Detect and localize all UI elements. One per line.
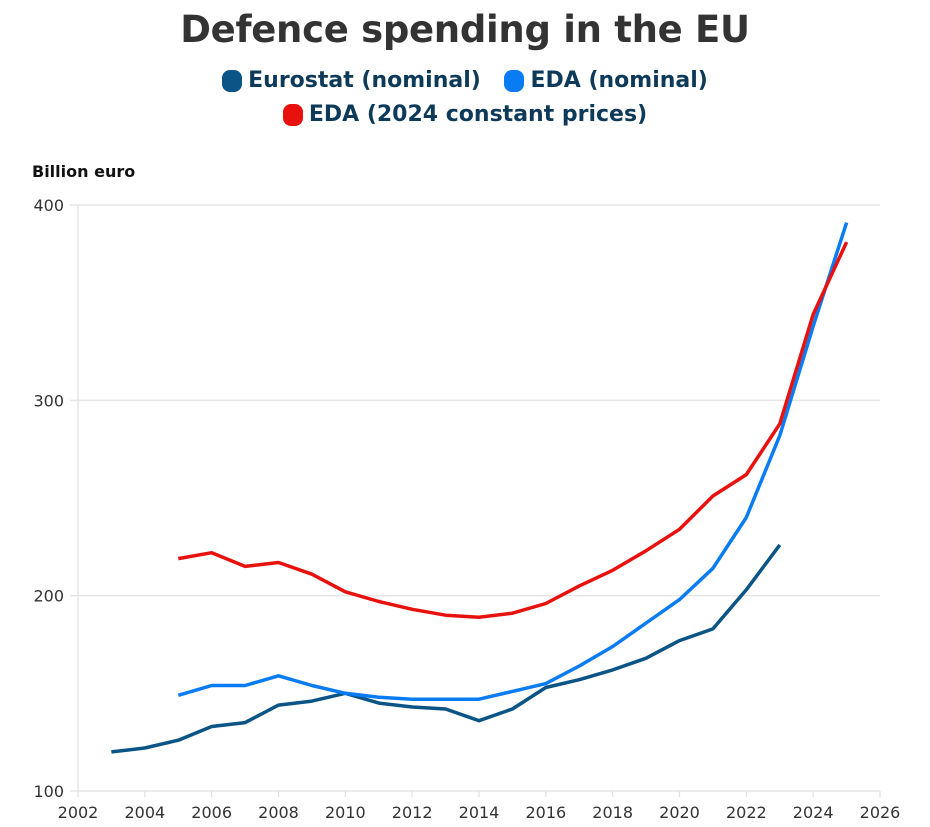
x-tick-label: 2022 bbox=[726, 803, 767, 822]
x-tick-label: 2012 bbox=[392, 803, 433, 822]
y-axis: 100 200 300 400 bbox=[33, 196, 64, 801]
x-tick-label: 2020 bbox=[659, 803, 700, 822]
series-line-eda-2024-constant-prices bbox=[177, 241, 849, 619]
x-tick-label: 2014 bbox=[459, 803, 500, 822]
y-tick-label: 200 bbox=[33, 587, 64, 606]
legend-item-eurostat-nominal[interactable]: Eurostat (nominal) bbox=[222, 68, 481, 93]
x-tick-label: 2006 bbox=[191, 803, 232, 822]
x-tick-label: 2008 bbox=[258, 803, 299, 822]
legend-swatch-eda-nominal bbox=[504, 69, 525, 92]
y-axis-label: Billion euro bbox=[32, 162, 136, 181]
y-tick-label: 300 bbox=[33, 391, 64, 410]
chart-title: Defence spending in the EU bbox=[180, 8, 750, 51]
legend-row-2: EDA (2024 constant prices) bbox=[0, 102, 930, 132]
series-line-eurostat-nominal bbox=[111, 543, 782, 754]
legend-label: EDA (2024 constant prices) bbox=[308, 102, 648, 127]
legend-swatch-eda-constant bbox=[282, 103, 303, 126]
legend-item-eda-nominal[interactable]: EDA (nominal) bbox=[504, 68, 708, 93]
series-lines bbox=[111, 222, 849, 754]
legend: Eurostat (nominal) EDA (nominal) bbox=[0, 68, 930, 98]
x-tick-label: 2024 bbox=[793, 803, 834, 822]
x-tick-label: 2018 bbox=[592, 803, 633, 822]
x-axis: 2002 2004 2006 2008 2010 2012 2014 2016 2018 2020… bbox=[58, 791, 901, 822]
x-tick-label: 2010 bbox=[325, 803, 366, 822]
x-tick-label: 2016 bbox=[525, 803, 566, 822]
y-tick-label: 100 bbox=[33, 782, 64, 801]
x-tick-label: 2026 bbox=[860, 803, 901, 822]
x-tick-label: 2004 bbox=[124, 803, 165, 822]
gridlines bbox=[70, 204, 880, 792]
y-tick-label: 400 bbox=[33, 196, 64, 215]
series-line-eda-nominal bbox=[177, 222, 849, 701]
legend-label: EDA (nominal) bbox=[530, 68, 708, 93]
legend-item-eda-constant[interactable]: EDA (2024 constant prices) bbox=[282, 102, 648, 127]
legend-label: Eurostat (nominal) bbox=[248, 68, 481, 93]
legend-swatch-eurostat bbox=[222, 69, 243, 92]
x-tick-label: 2002 bbox=[58, 803, 99, 822]
